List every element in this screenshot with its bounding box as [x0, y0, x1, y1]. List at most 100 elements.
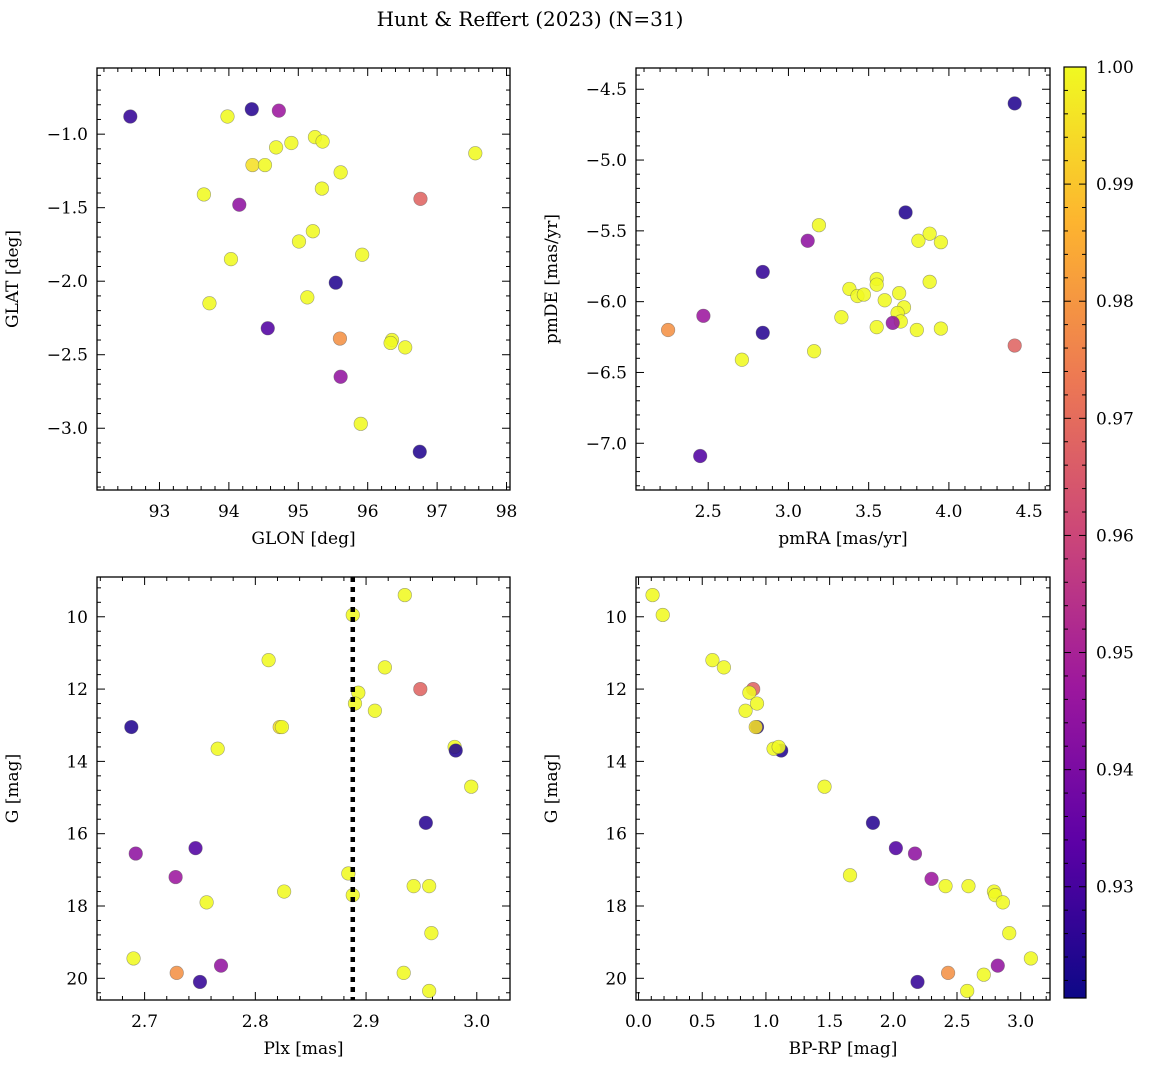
colorbar-tick-label: 0.94: [1096, 761, 1134, 781]
data-point: [274, 719, 290, 735]
data-point: [771, 739, 786, 755]
colorbar-tick-label: 0.99: [1096, 175, 1134, 195]
x-tick-label: 2.0: [880, 1012, 907, 1032]
x-tick-label: 2.5: [695, 502, 722, 522]
y-tick-label: 10: [605, 608, 627, 628]
data-point: [909, 322, 924, 338]
colorbar-tick-label: 0.95: [1096, 644, 1134, 664]
data-point: [755, 325, 770, 340]
data-point: [1007, 338, 1022, 353]
data-point: [305, 224, 320, 239]
colorbar-tick-label: 0.98: [1096, 292, 1134, 312]
data-point: [910, 974, 925, 990]
y-axis-label: G [mag]: [542, 754, 562, 823]
data-point: [842, 868, 858, 883]
x-tick-label: 94: [218, 502, 240, 522]
data-point: [990, 958, 1005, 973]
y-tick-label: 20: [605, 969, 627, 989]
data-point: [396, 965, 411, 980]
x-axis-label: GLON [deg]: [251, 529, 355, 549]
y-tick-label: −1.0: [47, 125, 88, 145]
x-tick-label: 2.8: [242, 1012, 269, 1032]
data-point: [284, 135, 299, 151]
x-tick-label: 96: [357, 502, 379, 522]
data-point: [418, 815, 433, 830]
data-point: [232, 197, 247, 212]
figure-title: Hunt & Reffert (2023) (N=31): [377, 7, 684, 31]
data-point: [333, 165, 348, 180]
y-tick-label: −3.0: [47, 419, 88, 439]
panel-3: 2.7 2.8 2.9 3.0 10 12 14 16 18 20 Plx [mas] G [mag]: [3, 576, 511, 1059]
data-point: [660, 322, 676, 338]
x-tick-label: 2.9: [353, 1012, 380, 1032]
colorbar: 0.93 0.94 0.95 0.96 0.97 0.98 0.99 1.00: [1063, 58, 1134, 999]
data-point: [907, 846, 923, 861]
data-point: [383, 335, 398, 351]
data-point: [422, 879, 437, 894]
y-tick-label: 12: [66, 680, 88, 700]
y-tick-label: −6.5: [586, 363, 627, 383]
x-tick-label: 4.0: [935, 502, 962, 522]
data-point: [888, 841, 903, 856]
data-point: [742, 685, 757, 700]
data-point: [422, 983, 437, 999]
data-point: [124, 719, 139, 735]
panel-4: 0.0 0.5 1.0 1.5 2.0 2.5 3.0 10 12 14 16 18 20 BP-RP […: [542, 576, 1051, 1059]
y-tick-label: 12: [605, 680, 627, 700]
x-tick-label: 0.0: [625, 1012, 652, 1032]
data-point: [199, 895, 214, 910]
y-axis-label: GLAT [deg]: [3, 230, 23, 328]
data-point: [933, 235, 948, 250]
data-point: [696, 308, 711, 323]
x-tick-label: 0.5: [689, 1012, 716, 1032]
colorbar-tick-label: 1.00: [1096, 58, 1134, 78]
scatter-panels: 93 94 95 96 97 98 −1.0 −1.5 −2.0 −2.5 −3.0 GLON [de…: [3, 67, 1051, 1059]
data-point: [448, 743, 463, 758]
data-point: [128, 846, 143, 861]
data-point: [655, 607, 670, 623]
data-point: [168, 869, 183, 885]
data-point: [424, 926, 439, 941]
panel-2: 2.5 3.0 3.5 4.0 4.5 −4.5 −5.0 −5.5 −6.0 −6.5 −7.0 p…: [542, 67, 1051, 549]
data-point: [693, 448, 708, 464]
data-point: [126, 951, 141, 966]
x-tick-label: 2.5: [943, 1012, 970, 1032]
colorbar-tick-label: 0.93: [1096, 878, 1134, 898]
data-point: [865, 815, 881, 830]
x-tick-label: 95: [287, 502, 309, 522]
x-tick-label: 93: [149, 502, 171, 522]
data-point: [196, 187, 211, 202]
data-point: [202, 296, 217, 311]
colorbar-tick-label: 0.97: [1096, 409, 1134, 429]
y-tick-label: −5.0: [586, 151, 627, 171]
data-point: [213, 958, 229, 973]
data-point: [377, 660, 392, 675]
x-tick-label: 3.0: [463, 1012, 490, 1032]
colorbar-tick-label: 0.96: [1096, 526, 1134, 546]
y-tick-label: 14: [66, 752, 88, 772]
y-tick-label: 16: [66, 825, 88, 845]
data-point: [869, 320, 884, 335]
data-point: [738, 703, 753, 718]
data-point: [315, 134, 330, 149]
x-tick-label: 4.5: [1016, 502, 1043, 522]
data-point: [244, 102, 259, 117]
data-point: [123, 109, 138, 124]
data-point: [995, 895, 1010, 910]
data-point: [333, 369, 348, 384]
x-axis-label: BP-RP [mag]: [789, 1039, 898, 1059]
data-point: [268, 140, 284, 155]
data-point: [413, 191, 428, 206]
data-point: [188, 841, 203, 856]
data-point: [210, 741, 225, 756]
y-tick-label: −5.5: [586, 222, 627, 242]
data-point: [367, 703, 383, 718]
data-point: [332, 331, 348, 346]
x-tick-label: 1.0: [752, 1012, 779, 1032]
data-point: [261, 653, 276, 668]
data-point: [705, 653, 720, 668]
data-point: [412, 444, 427, 459]
panel-1: 93 94 95 96 97 98 −1.0 −1.5 −2.0 −2.5 −3.0 GLON [de…: [3, 67, 517, 549]
